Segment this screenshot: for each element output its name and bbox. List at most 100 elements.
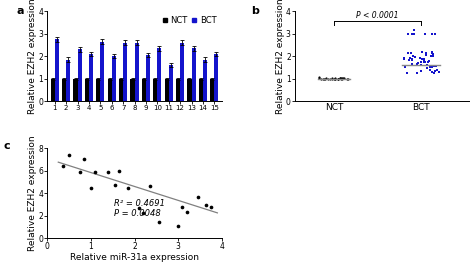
Bar: [180, 43, 184, 101]
Point: [116, 168, 123, 173]
Point: [336, 76, 344, 81]
Point: [431, 32, 439, 37]
Point: [146, 184, 154, 188]
Point: [428, 65, 436, 70]
Point: [105, 170, 112, 175]
Point: [203, 203, 210, 207]
Point: [339, 76, 346, 80]
Point: [111, 183, 119, 188]
Point: [337, 76, 345, 80]
Bar: [169, 65, 173, 101]
Point: [429, 54, 437, 58]
Point: [435, 70, 442, 75]
Bar: [142, 79, 146, 101]
Point: [336, 75, 344, 80]
Bar: [55, 39, 59, 101]
Point: [408, 32, 416, 36]
Point: [411, 55, 419, 60]
Point: [331, 77, 338, 81]
Point: [183, 210, 191, 214]
Bar: [100, 42, 104, 101]
Point: [417, 63, 424, 67]
Point: [421, 58, 428, 63]
Bar: [51, 79, 55, 101]
Point: [418, 69, 425, 73]
Point: [174, 224, 182, 228]
Bar: [187, 79, 191, 101]
Point: [421, 32, 428, 37]
Point: [414, 61, 421, 66]
Y-axis label: Relative EZH2 expression: Relative EZH2 expression: [28, 0, 37, 114]
Point: [59, 164, 66, 168]
Point: [155, 220, 162, 225]
Point: [322, 76, 329, 80]
Y-axis label: Relative EZH2 expression: Relative EZH2 expression: [275, 0, 284, 114]
Bar: [108, 79, 112, 101]
Point: [428, 51, 436, 55]
Point: [401, 65, 409, 69]
Bar: [176, 79, 180, 101]
Point: [91, 170, 99, 175]
Point: [427, 65, 434, 70]
Point: [408, 58, 416, 62]
Bar: [89, 54, 93, 101]
Point: [320, 76, 328, 81]
Point: [135, 206, 143, 211]
Point: [409, 56, 416, 61]
Bar: [123, 43, 128, 101]
Bar: [62, 79, 66, 101]
Point: [65, 153, 73, 157]
Point: [315, 75, 323, 79]
Point: [421, 60, 429, 64]
Point: [428, 70, 436, 74]
Point: [335, 76, 342, 81]
Y-axis label: Relative EZH2 expression: Relative EZH2 expression: [28, 135, 37, 251]
Point: [413, 71, 420, 75]
Point: [404, 50, 412, 55]
Bar: [112, 56, 116, 101]
Point: [318, 77, 325, 81]
Point: [400, 55, 407, 60]
Point: [406, 55, 413, 60]
Point: [429, 52, 437, 57]
Bar: [157, 48, 162, 101]
Point: [428, 50, 436, 55]
Point: [334, 77, 341, 81]
Point: [433, 64, 440, 68]
Point: [409, 62, 416, 66]
Point: [422, 52, 430, 57]
Point: [416, 56, 424, 61]
Bar: [203, 60, 207, 101]
Point: [423, 66, 431, 70]
Point: [124, 185, 132, 190]
Point: [433, 68, 440, 73]
Bar: [135, 43, 139, 101]
Point: [324, 77, 331, 81]
Point: [418, 50, 426, 54]
Point: [418, 57, 426, 61]
Point: [179, 205, 186, 209]
Bar: [199, 79, 203, 101]
Point: [139, 211, 147, 216]
Point: [410, 32, 418, 36]
Point: [81, 157, 88, 161]
Bar: [85, 79, 89, 101]
Text: a: a: [16, 6, 24, 16]
Point: [424, 60, 432, 65]
Point: [194, 194, 201, 199]
Point: [428, 64, 436, 68]
Point: [430, 64, 438, 68]
Point: [428, 32, 436, 36]
Bar: [130, 79, 135, 101]
Point: [344, 77, 351, 82]
Bar: [153, 79, 157, 101]
Point: [337, 77, 345, 81]
Legend: NCT, BCT: NCT, BCT: [160, 15, 218, 26]
Point: [87, 185, 95, 190]
Point: [400, 57, 407, 62]
Point: [328, 76, 336, 80]
Text: P < 0.0001: P < 0.0001: [356, 11, 399, 20]
Point: [426, 68, 434, 73]
Point: [321, 77, 328, 81]
Bar: [146, 55, 150, 101]
